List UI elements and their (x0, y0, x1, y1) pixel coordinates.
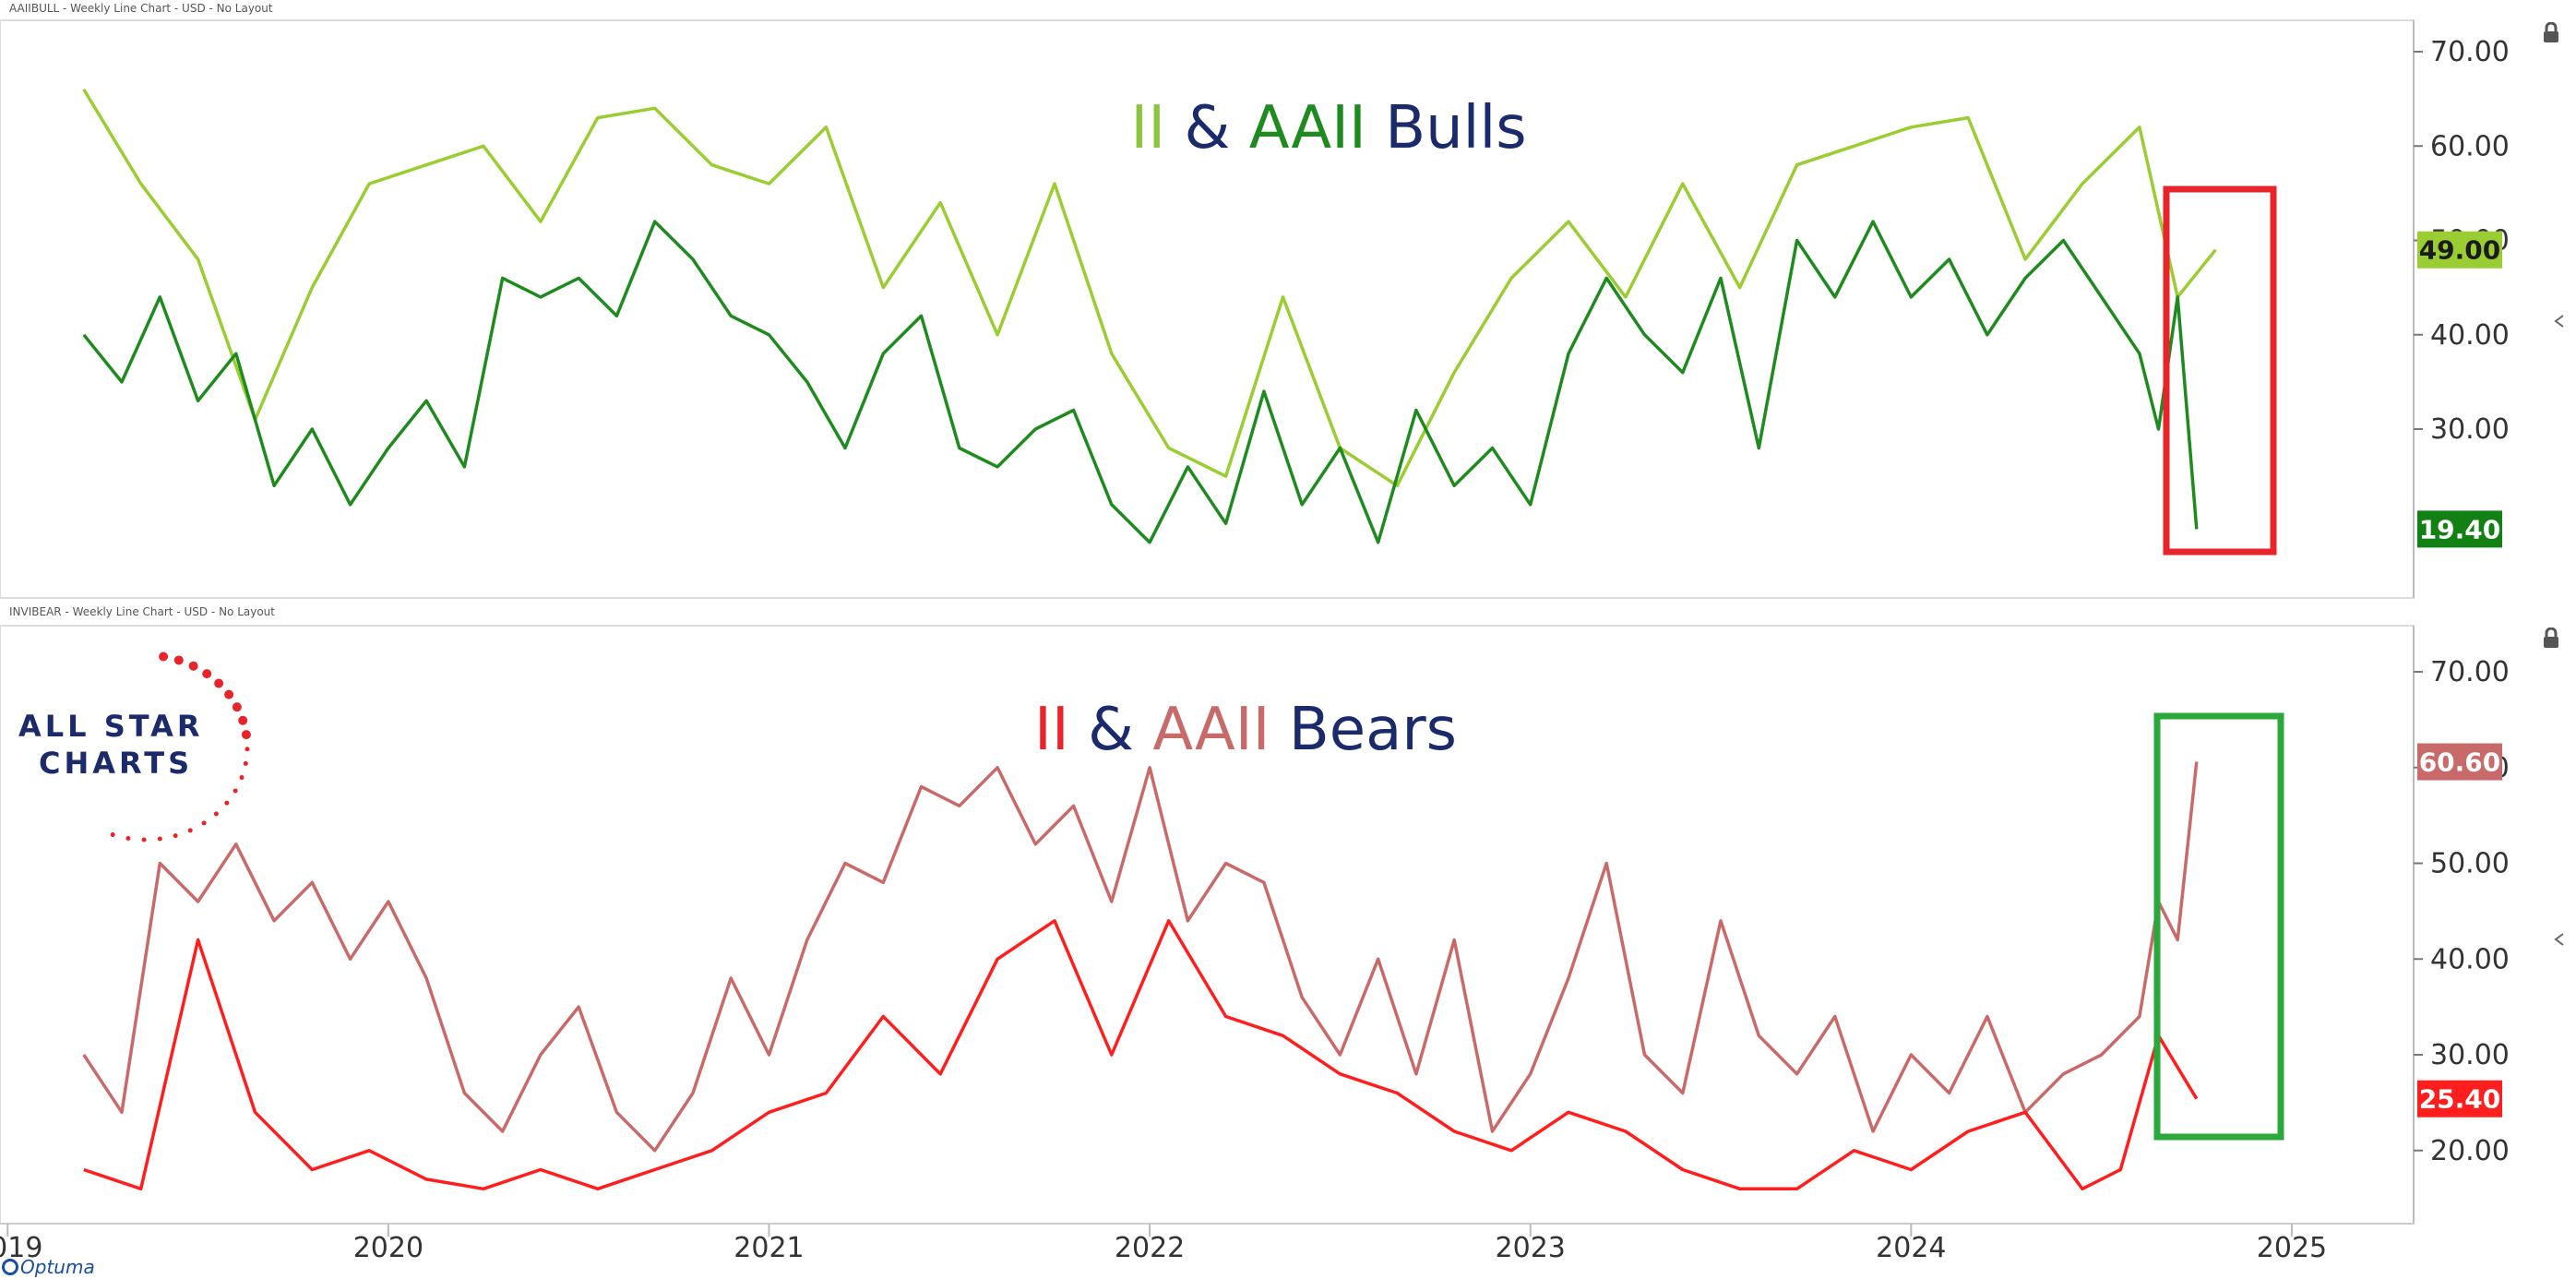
lock-icon[interactable] (2541, 628, 2561, 650)
chevron-left-icon[interactable] (2554, 933, 2564, 946)
bears-y-tick-label: 70.00 (2430, 656, 2510, 688)
bears-value-badge: 25.40 (2417, 1080, 2502, 1118)
bulls-y-tick-label: 60.00 (2430, 130, 2510, 162)
logo-star (214, 678, 224, 688)
x-axis-label: 2022 (1115, 1232, 1185, 1264)
logo-line1: ALL STAR (18, 709, 203, 744)
logo-star (125, 835, 131, 841)
bottom-pane-header: INVIBEAR - Weekly Line Chart - USD - No … (9, 605, 275, 618)
bears-title-label: Bears (1270, 696, 1457, 764)
bears-y-tick-label: 40.00 (2430, 943, 2510, 975)
chevron-left-icon[interactable] (2554, 315, 2564, 328)
bears-series-aaii-line (82, 761, 2199, 1153)
logo-star (201, 820, 207, 826)
bulls-title-ii: II (1130, 94, 1165, 162)
bears-title-aaii: AAII (1152, 696, 1270, 764)
bears-highlight-box (2153, 712, 2284, 1141)
logo-star (232, 702, 242, 712)
logo-star (187, 828, 193, 833)
logo-star (188, 661, 198, 671)
x-axis-label: 2020 (353, 1232, 423, 1264)
bulls-highlight-box (2163, 185, 2277, 556)
logo-star (233, 788, 238, 794)
logo-star (238, 715, 248, 725)
bears-title-amp: & (1069, 696, 1153, 764)
optuma-logo-icon (2, 1259, 18, 1275)
x-axis-label: 2021 (733, 1232, 804, 1264)
bulls-badge-label: 49.00 (2419, 235, 2501, 266)
logo-star (157, 836, 162, 842)
bears-y-tick-label: 20.00 (2430, 1135, 2510, 1167)
logo-star (173, 655, 184, 665)
bulls-series-ii-line (82, 88, 2217, 488)
logo-star (202, 669, 212, 679)
x-axis-label: 2023 (1496, 1232, 1566, 1264)
bulls-title-label: Bulls (1366, 94, 1527, 162)
logo-star (239, 775, 244, 781)
bears-value-badge: 60.60 (2417, 743, 2502, 781)
bulls-title-aaii: AAII (1249, 94, 1366, 162)
logo-star (110, 832, 115, 838)
logo-star (141, 837, 147, 843)
bears-series-ii-line (83, 919, 2199, 1191)
allstarcharts-logo: ALL STAR CHARTS (18, 651, 251, 843)
bulls-y-tick-label: 30.00 (2430, 413, 2510, 446)
bulls-value-badge: 49.00 (2417, 231, 2502, 269)
bulls-badge-label: 19.40 (2419, 514, 2501, 544)
bulls-series-aaii-line (82, 220, 2199, 544)
logo-star (243, 760, 248, 766)
lock-icon[interactable] (2541, 22, 2561, 44)
bears-badge-label: 25.40 (2419, 1084, 2501, 1115)
logo-star (244, 747, 250, 752)
bears-y-tick-label: 50.00 (2430, 848, 2510, 880)
bears-badge-label: 60.60 (2419, 747, 2501, 778)
logo-star (159, 651, 169, 662)
optuma-text: Optuma (20, 1256, 95, 1278)
x-axis-label: 2025 (2257, 1232, 2327, 1264)
optuma-brand: Optuma (2, 1255, 95, 1279)
logo-line2: CHARTS (39, 746, 193, 781)
bulls-y-tick-label: 70.00 (2430, 36, 2510, 68)
logo-star (213, 811, 219, 817)
bulls-value-badge: 19.40 (2417, 510, 2502, 548)
bears-y-tick-label: 30.00 (2430, 1039, 2510, 1071)
x-axis-label: 2024 (1876, 1232, 1946, 1264)
bears-title-ii: II (1034, 696, 1069, 764)
logo-star (241, 730, 251, 740)
logo-star (224, 800, 230, 806)
logo-star (173, 833, 178, 839)
bulls-title: II & AAII Bulls (1130, 94, 1526, 162)
bears-title: II & AAII Bears (1034, 696, 1457, 764)
bulls-y-tick-label: 40.00 (2430, 319, 2510, 352)
top-pane-header: AAIIBULL - Weekly Line Chart - USD - No … (9, 2, 273, 15)
logo-star (224, 689, 234, 699)
bulls-title-amp: & (1165, 94, 1249, 162)
